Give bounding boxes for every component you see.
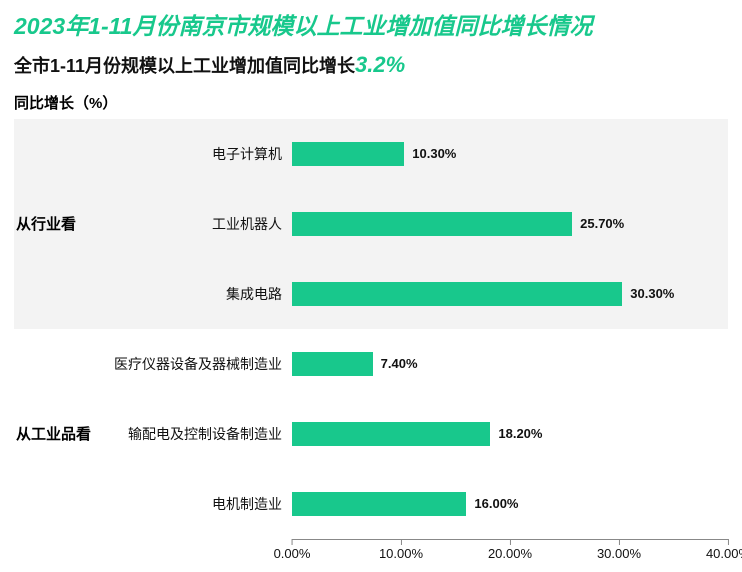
group-label: 从行业看 [14,119,114,329]
x-tick: 40.00% [706,540,742,561]
x-tick: 30.00% [597,540,641,561]
bar-row: 医疗仪器设备及器械制造业 7.40% [114,329,728,399]
bar-zone: 18.20% [292,399,728,469]
chart-container: 2023年1-11月份南京市规模以上工业增加值同比增长情况 全市1-11月份规模… [0,0,742,572]
bar [292,282,622,306]
group-label: 从工业品看 [14,329,114,539]
x-tick: 20.00% [488,540,532,561]
chart-body: 从行业看从工业品看 电子计算机 10.30% 工业机器人 25.70% 集成电路 30.3… [14,119,728,539]
x-axis-ticks: 0.00%10.00%20.00%30.00%40.00% [292,539,728,565]
bar-zone: 16.00% [292,469,728,539]
chart-subtitle: 全市1-11月份规模以上工业增加值同比增长 3.2% [14,52,728,78]
bar-zone: 10.30% [292,119,728,189]
bar-value-label: 7.40% [381,356,418,371]
bar-value-label: 10.30% [412,146,456,161]
bar-row: 输配电及控制设备制造业 18.20% [114,399,728,469]
group-label-column: 从行业看从工业品看 [14,119,114,539]
category-label: 工业机器人 [114,214,292,234]
x-tick: 0.00% [274,540,311,561]
bar-zone: 7.40% [292,329,728,399]
bar-value-label: 25.70% [580,216,624,231]
chart-area: 从行业看从工业品看 电子计算机 10.30% 工业机器人 25.70% 集成电路 30.3… [14,119,728,565]
bar-value-label: 16.00% [474,496,518,511]
bar-zone: 25.70% [292,189,728,259]
category-label: 电机制造业 [114,494,292,514]
x-tick: 10.00% [379,540,423,561]
bar [292,142,404,166]
bar [292,212,572,236]
bar-zone: 30.30% [292,259,728,329]
bar-row: 工业机器人 25.70% [114,189,728,259]
y-axis-label: 同比增长（%） [14,92,728,113]
category-label: 电子计算机 [114,144,292,164]
bar [292,422,490,446]
bar [292,352,373,376]
category-label: 集成电路 [114,284,292,304]
category-label: 医疗仪器设备及器械制造业 [114,354,292,374]
bar-row: 集成电路 30.30% [114,259,728,329]
bar-row: 电子计算机 10.30% [114,119,728,189]
plot-area: 电子计算机 10.30% 工业机器人 25.70% 集成电路 30.30% 医疗仪器设备及器… [114,119,728,539]
bar-value-label: 18.20% [498,426,542,441]
subtitle-value: 3.2% [355,52,405,78]
bar [292,492,466,516]
x-axis: 0.00%10.00%20.00%30.00%40.00% [114,539,728,565]
bar-row: 电机制造业 16.00% [114,469,728,539]
chart-title: 2023年1-11月份南京市规模以上工业增加值同比增长情况 [14,12,728,42]
subtitle-prefix: 全市1-11月份规模以上工业增加值同比增长 [14,52,355,78]
category-label: 输配电及控制设备制造业 [114,424,292,444]
bar-value-label: 30.30% [630,286,674,301]
